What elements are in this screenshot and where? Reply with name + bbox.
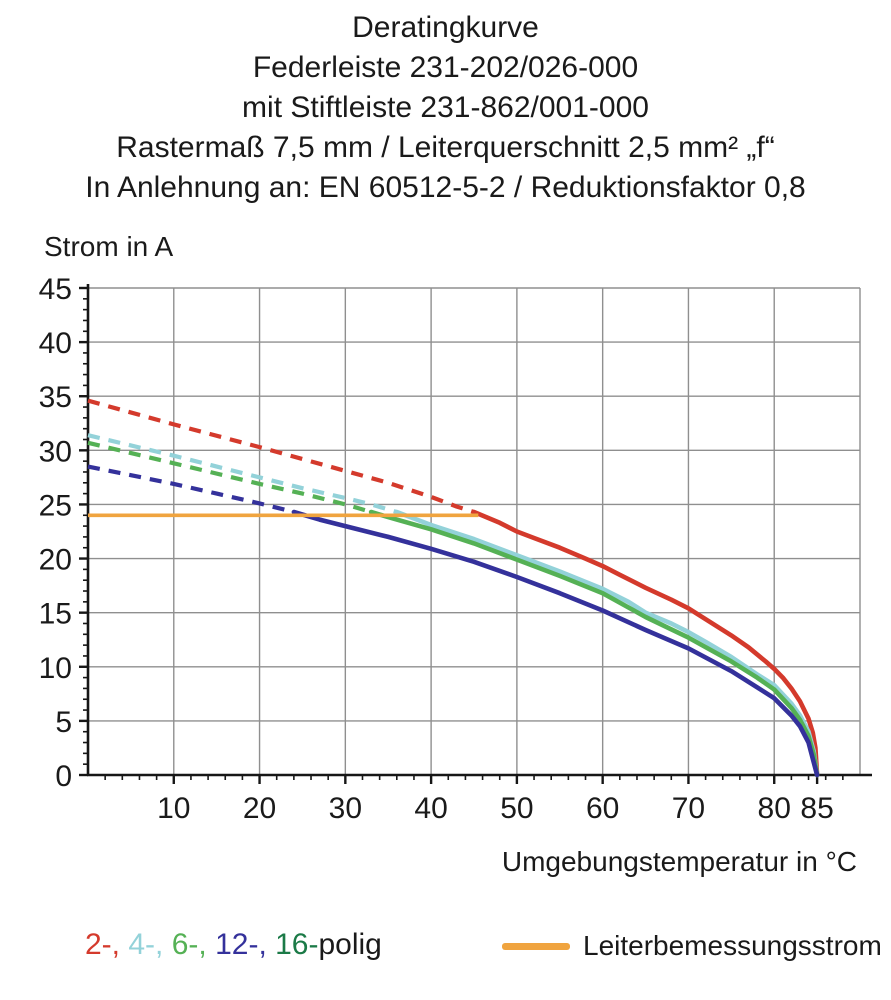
y-tick-label: 40 xyxy=(39,327,72,360)
x-tick-label: 60 xyxy=(586,792,619,825)
x-tick-label: 50 xyxy=(500,792,533,825)
y-axis-title: Strom in A xyxy=(44,231,174,262)
curve-6-polig-solid xyxy=(368,509,820,778)
x-tick-label: 40 xyxy=(414,792,447,825)
y-tick-label: 20 xyxy=(39,544,72,577)
title-line-3: mit Stiftleiste 231-862/001-000 xyxy=(242,91,649,124)
curve-4-polig-dashed xyxy=(87,433,398,515)
title-line-2: Federleiste 231-202/026-000 xyxy=(252,51,639,84)
tick-labels: 0 5 10 15 20 25 30 35 40 45 10 20 30 40 50 60 70 80 85 xyxy=(39,273,834,825)
x-tick-label: 10 xyxy=(157,792,190,825)
derating-curves xyxy=(87,398,820,778)
chart-title-block: Deratingkurve Federleiste 231-202/026-00… xyxy=(0,8,891,208)
curve-12-polig-dashed xyxy=(87,464,295,515)
legend-suffix-polig: polig xyxy=(318,928,382,961)
x-tick-label: 85 xyxy=(800,792,833,825)
y-tick-label: 30 xyxy=(39,435,72,468)
x-tick-label: 20 xyxy=(243,792,276,825)
y-tick-label: 35 xyxy=(39,381,72,414)
pole-count-legend: 2-, 4-, 6-, 12-, 16-polig xyxy=(85,928,382,962)
x-axis-title: Umgebungstemperatur in °C xyxy=(501,846,857,877)
y-tick-label: 45 xyxy=(39,273,72,306)
y-tick-label: 0 xyxy=(55,760,72,793)
reference-line-swatch-icon xyxy=(502,942,570,950)
y-tick-label: 10 xyxy=(39,652,72,685)
curve-2-polig-dashed xyxy=(87,398,475,515)
legend-entry-6polig: 6-, xyxy=(171,928,216,961)
y-tick-label: 5 xyxy=(55,706,72,739)
title-line-4: Rastermaß 7,5 mm / Leiterquerschnitt 2,5… xyxy=(116,131,775,164)
axes xyxy=(86,284,872,777)
x-tick-label: 80 xyxy=(758,792,791,825)
legend-entry-2polig: 2-, xyxy=(85,928,129,961)
title-line-1: Deratingkurve xyxy=(352,11,539,44)
curve-12-polig-solid xyxy=(291,509,820,778)
y-tick-label: 15 xyxy=(39,598,72,631)
title-line-5: In Anlehnung an: EN 60512-5-2 / Reduktio… xyxy=(85,171,806,204)
y-tick-label: 25 xyxy=(39,489,72,522)
curve-2-polig-solid xyxy=(471,509,820,778)
reference-line-label: Leiterbemessungsstrom xyxy=(583,930,882,961)
x-tick-label: 70 xyxy=(672,792,705,825)
curve-4-polig-solid xyxy=(394,509,820,778)
curve-6-polig-dashed xyxy=(87,440,372,515)
axis-ticks xyxy=(79,286,844,784)
reference-line-legend: Leiterbemessungsstrom xyxy=(502,930,882,962)
legend-entry-4polig: 4-, xyxy=(128,928,172,961)
legend-entry-16polig: 16- xyxy=(275,928,319,961)
x-tick-label: 30 xyxy=(329,792,362,825)
legend-entry-12polig: 12-, xyxy=(215,928,276,961)
gridlines xyxy=(88,287,861,775)
